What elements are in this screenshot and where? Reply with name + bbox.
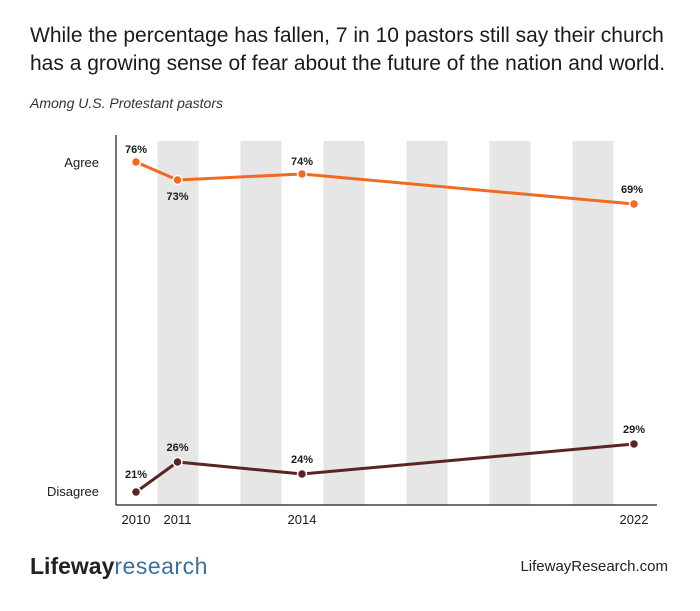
data-point xyxy=(172,456,183,468)
y-axis-labels: Agree Disagree xyxy=(47,155,99,499)
data-point xyxy=(628,438,640,450)
series-points xyxy=(130,156,640,498)
source-url: LifewayResearch.com xyxy=(520,558,668,575)
data-label: 73% xyxy=(166,191,188,203)
data-point xyxy=(296,468,308,480)
data-labels: 76% 73% 74% 69% 21% 26% 24% 29% xyxy=(125,144,645,481)
background-band xyxy=(323,141,365,505)
x-axis-labels: 2010 2011 2014 2022 xyxy=(122,512,649,527)
series-line-agree xyxy=(135,160,635,206)
chart-subtitle: Among U.S. Protestant pastors xyxy=(30,95,223,111)
series-lines xyxy=(135,160,635,494)
data-label: 76% xyxy=(125,144,147,156)
chart-title: While the percentage has fallen, 7 in 10… xyxy=(30,24,666,75)
y-tick-label: Disagree xyxy=(47,484,99,499)
background-band xyxy=(240,141,282,505)
x-tick-label: 2011 xyxy=(164,512,192,527)
data-point xyxy=(296,168,308,180)
x-tick-label: 2010 xyxy=(122,512,151,527)
brand-secondary: research xyxy=(114,553,208,579)
brand-logo: Lifewayresearch xyxy=(30,553,208,580)
line-chart: Agree Disagree 2010 2011 2014 2022 76% 73% 74%… xyxy=(47,135,657,527)
data-point xyxy=(130,156,142,168)
x-tick-label: 2022 xyxy=(620,512,649,527)
data-label: 26% xyxy=(166,442,188,454)
brand-primary: Lifeway xyxy=(30,553,115,579)
background-band xyxy=(157,141,199,505)
background-band xyxy=(489,141,531,505)
data-point xyxy=(628,198,640,210)
data-point xyxy=(130,486,142,498)
y-tick-label: Agree xyxy=(64,155,99,170)
background-band xyxy=(406,141,448,505)
data-label: 29% xyxy=(623,424,645,436)
background-bands xyxy=(157,141,614,505)
data-label: 21% xyxy=(125,469,147,481)
chart-axes xyxy=(115,135,657,506)
series-line-disagree xyxy=(135,442,635,494)
x-tick-label: 2014 xyxy=(288,512,317,527)
data-label: 74% xyxy=(291,156,313,168)
data-label: 24% xyxy=(291,454,313,466)
data-point xyxy=(172,174,183,186)
data-label: 69% xyxy=(621,184,643,196)
